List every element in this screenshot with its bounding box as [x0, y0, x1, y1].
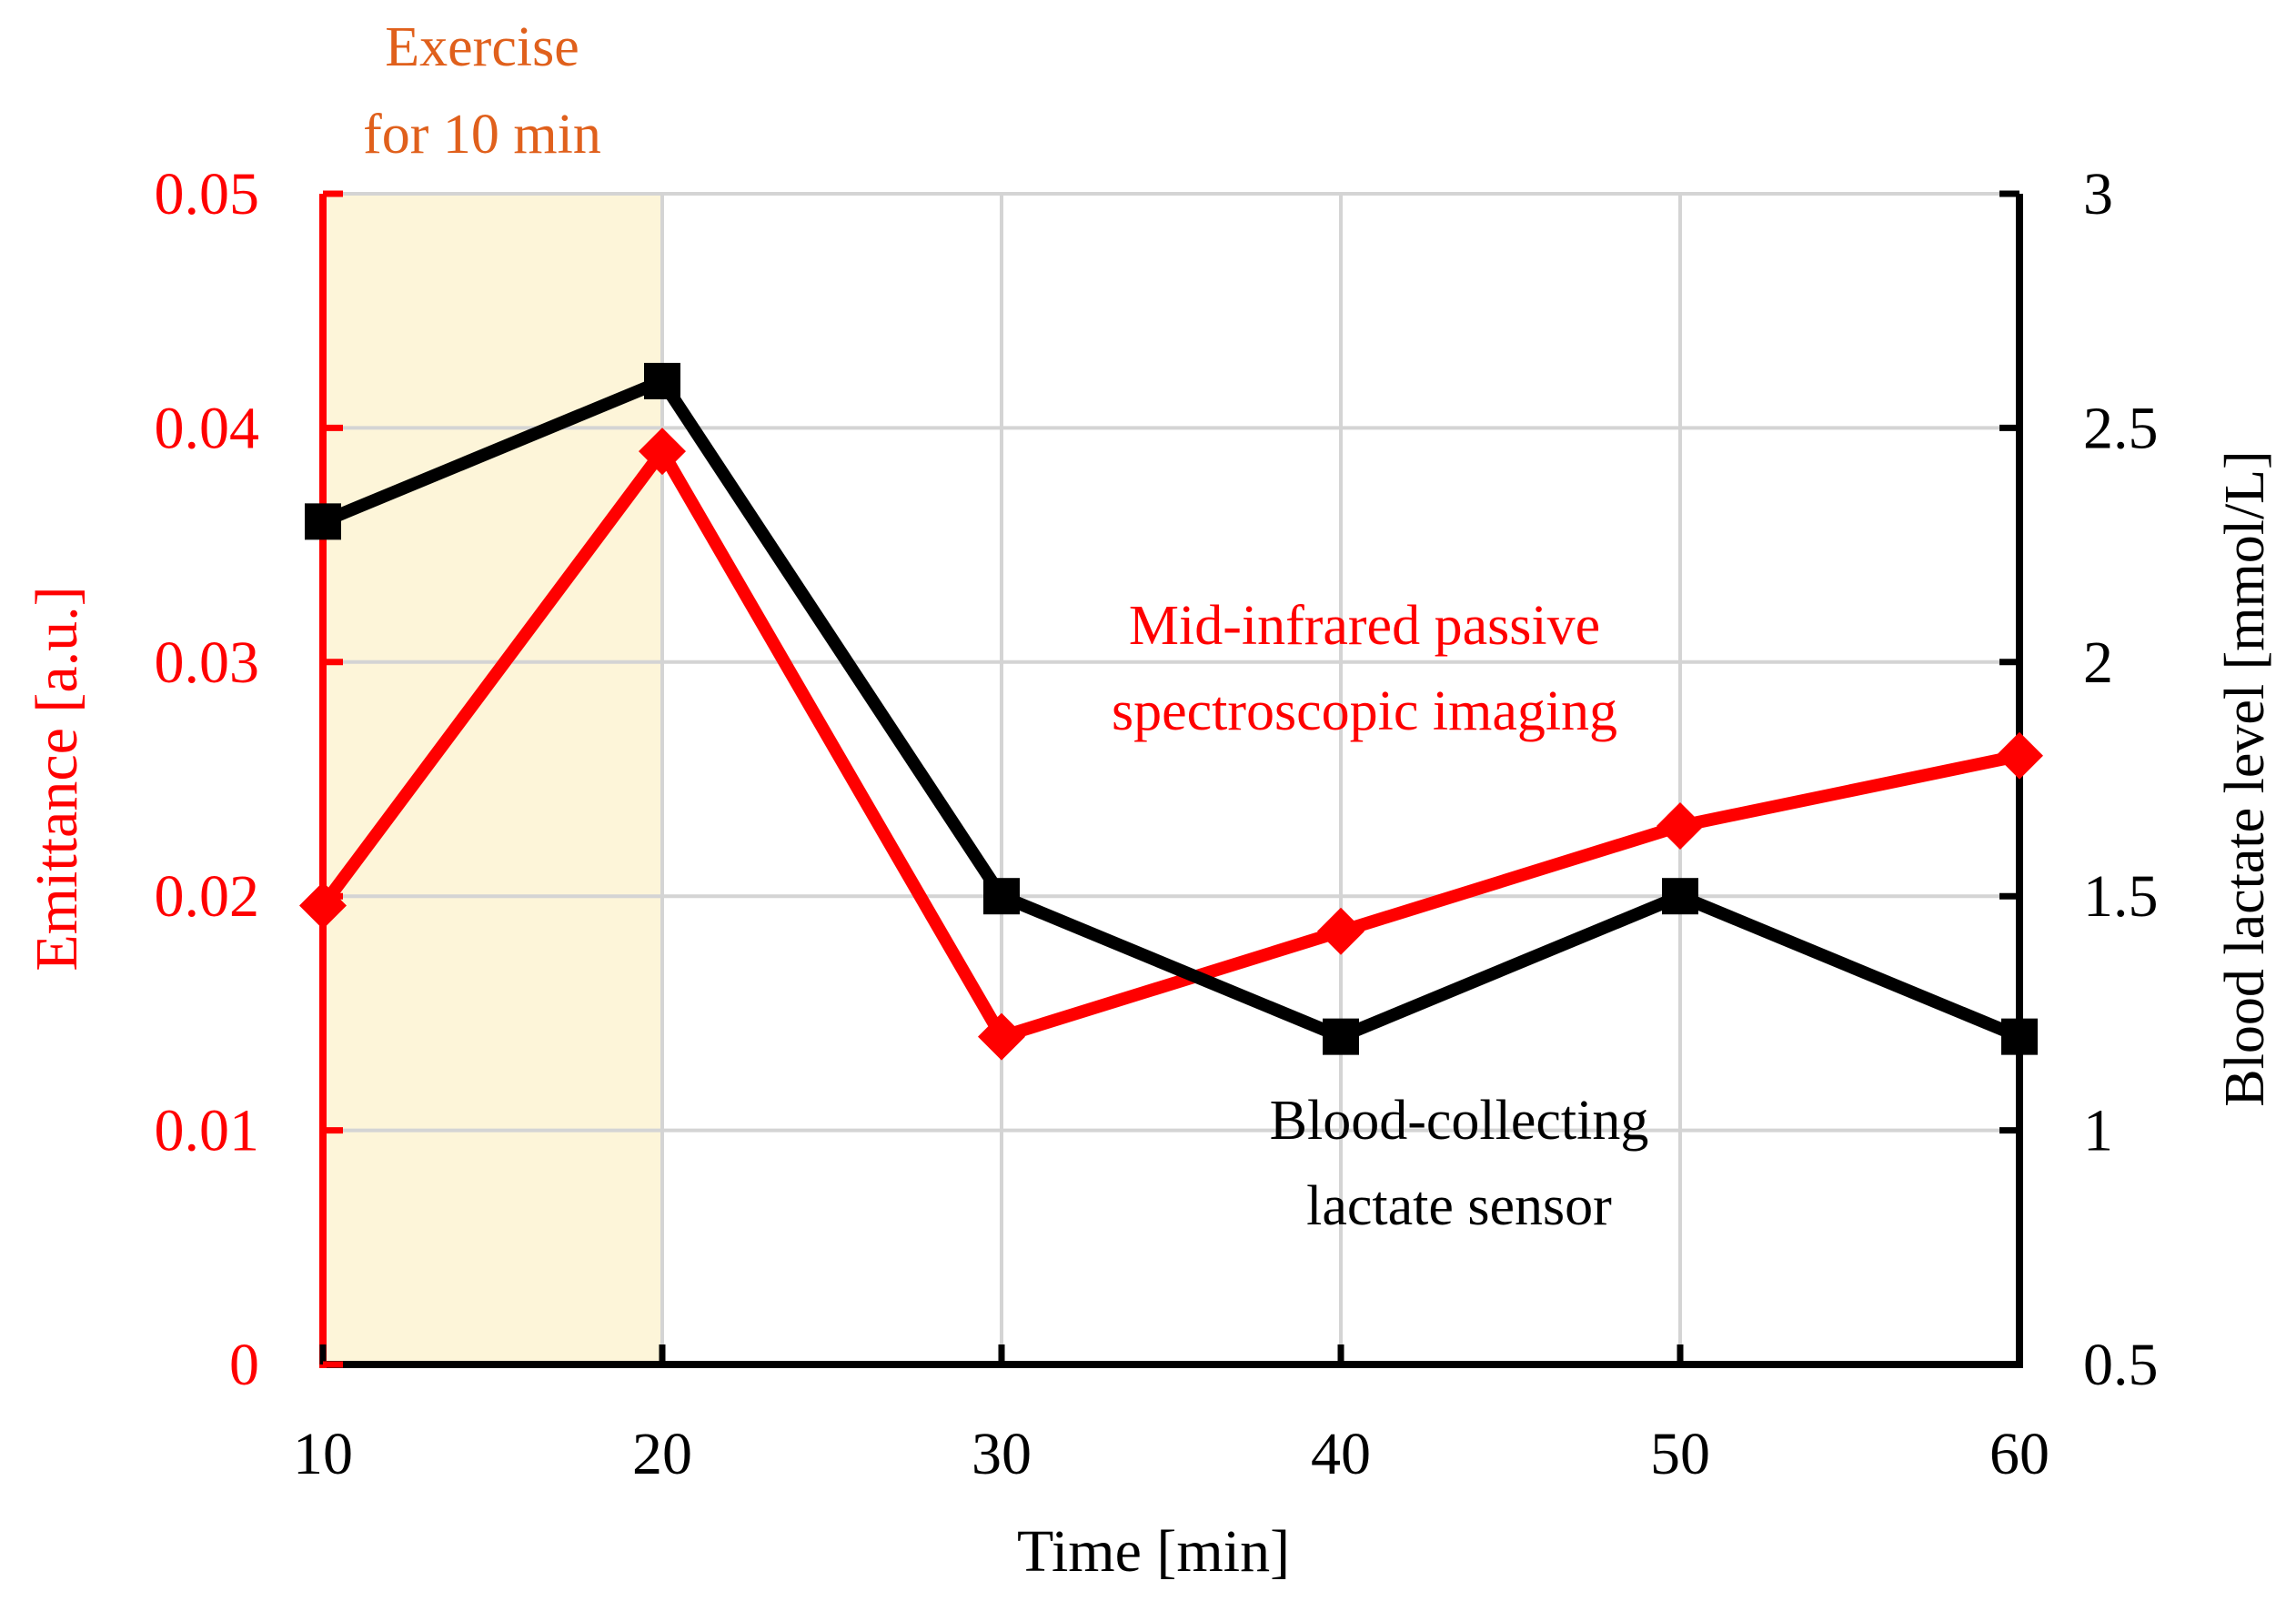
data-point-mid-infrared-3 — [1317, 907, 1365, 955]
grid — [321, 192, 2021, 1366]
y-left-tick-label-2: 0.02 — [155, 863, 260, 930]
data-point-blood-sensor-1 — [644, 362, 680, 399]
exercise-shaded-region — [323, 194, 662, 1364]
data-point-mid-infrared-4 — [1657, 801, 1704, 850]
y-axis-left-label: Emittance [a.u.] — [24, 586, 90, 971]
x-tick-label-1: 20 — [632, 1421, 692, 1487]
x-tick-label-0: 10 — [293, 1421, 353, 1487]
y-right-tick-label-0: 0.5 — [2083, 1332, 2159, 1398]
data-point-mid-infrared-1 — [639, 428, 686, 476]
y-right-tick-label-3: 2 — [2083, 629, 2113, 696]
y-axis-right-label: Blood lactate level [mmol/L] — [2214, 450, 2276, 1106]
y-left-tick-label-3: 0.03 — [155, 629, 260, 696]
series-label-mid-infrared-line2: spectroscopic imaging — [1112, 680, 1617, 742]
exercise-label-line2: for 10 min — [363, 104, 601, 166]
y-right-tick-label-2: 1.5 — [2083, 863, 2159, 930]
series-label-mid-infrared-line1: Mid-infrared passive — [1129, 595, 1600, 657]
data-point-blood-sensor-4 — [1662, 878, 1698, 915]
x-tick-label-3: 40 — [1311, 1421, 1371, 1487]
y-left-tick-label-5: 0.05 — [155, 161, 260, 227]
x-tick-label-4: 50 — [1650, 1421, 1710, 1487]
data-point-blood-sensor-0 — [305, 503, 341, 540]
data-point-mid-infrared-2 — [978, 1012, 1025, 1061]
exercise-label-line1: Exercise — [385, 16, 579, 78]
y-left-tick-label-0: 0 — [229, 1332, 259, 1398]
data-point-mid-infrared-0 — [299, 881, 347, 930]
y-left-tick-label-1: 0.01 — [155, 1098, 260, 1164]
x-tick-label-5: 60 — [1989, 1421, 2049, 1487]
series-label-blood-sensor-line2: lactate sensor — [1306, 1175, 1612, 1237]
tick-labels: 10 20 30 40 50 60 0 0.01 0.02 0.03 0.04 0.05 0.5 1 1.5… — [155, 161, 2159, 1487]
data-point-blood-sensor-5 — [2001, 1018, 2038, 1055]
series — [299, 362, 2043, 1061]
data-point-blood-sensor-3 — [1323, 1018, 1359, 1055]
series-line-mid-infrared — [317, 439, 2021, 1044]
x-tick-label-2: 30 — [972, 1421, 1032, 1487]
data-point-mid-infrared-5 — [1996, 731, 2043, 780]
series-line-blood-sensor — [320, 373, 2022, 1044]
y-right-tick-label-5: 3 — [2083, 161, 2113, 227]
data-point-blood-sensor-2 — [983, 878, 1020, 915]
y-right-tick-label-4: 2.5 — [2083, 395, 2159, 461]
x-axis-label: Time [min] — [1017, 1518, 1290, 1585]
axes — [319, 190, 2023, 1368]
series-label-blood-sensor-line1: Blood-collecting — [1270, 1090, 1649, 1152]
y-left-tick-label-4: 0.04 — [155, 395, 260, 461]
y-right-tick-label-1: 1 — [2083, 1098, 2113, 1164]
